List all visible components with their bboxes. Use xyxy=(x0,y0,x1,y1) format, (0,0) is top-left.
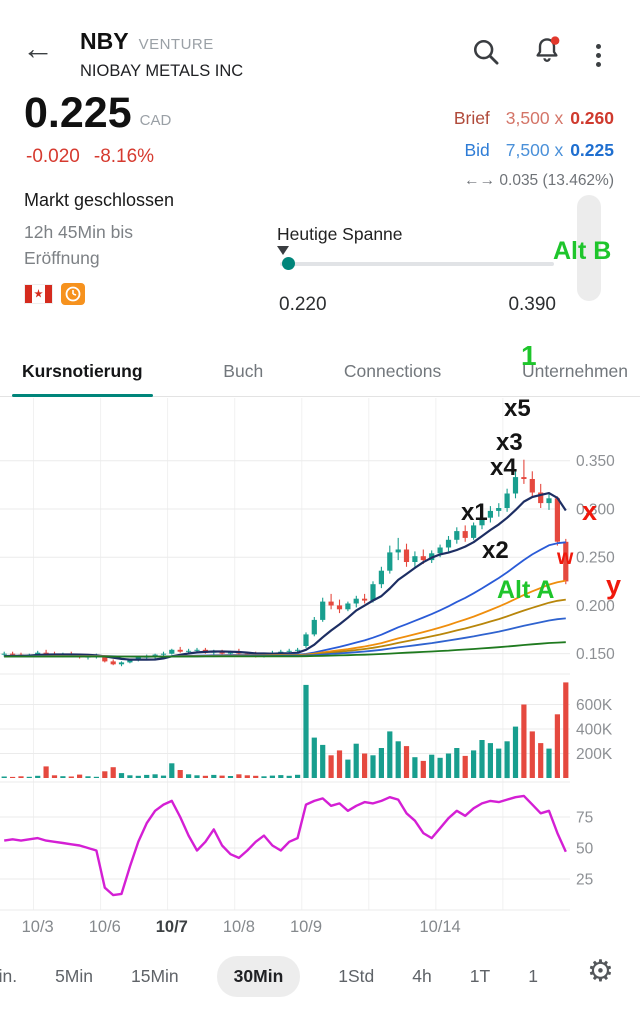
company-name: NIOBAY METALS INC xyxy=(80,62,244,80)
date-axis: 10/3 10/6 10/7 10/8 10/9 10/14 xyxy=(0,912,640,946)
spread-arrow-icon: ←→ xyxy=(464,172,496,189)
range-slider-thumb[interactable] xyxy=(281,257,295,270)
svg-text:25: 25 xyxy=(576,872,593,889)
overflow-menu-icon[interactable] xyxy=(596,40,601,71)
tab-label: Unternehmen xyxy=(521,361,628,381)
range-low-value: 0.220 xyxy=(279,294,327,315)
market-status-text: Markt geschlossen xyxy=(24,190,175,210)
svg-text:75: 75 xyxy=(576,810,593,827)
timeframe-4h[interactable]: 4h xyxy=(412,965,432,986)
date-label-10-7: 10/7 xyxy=(155,918,188,936)
tab-label: Kursnotierung xyxy=(22,361,143,381)
back-button[interactable]: ← xyxy=(22,30,54,66)
ask-label: Brief xyxy=(453,108,490,128)
timeframe-5min[interactable]: 5Min xyxy=(55,965,93,986)
currency-label: CAD xyxy=(139,112,172,130)
svg-text:200K: 200K xyxy=(576,746,613,763)
svg-text:0.250: 0.250 xyxy=(576,550,615,567)
bid-label: Bid xyxy=(464,140,490,160)
last-price: 0.225 xyxy=(24,89,132,137)
svg-text:0.350: 0.350 xyxy=(576,453,615,470)
notifications-bell-icon[interactable] xyxy=(532,35,562,70)
date-label-10-6: 10/6 xyxy=(88,918,121,936)
change-value: -0.020 xyxy=(26,146,80,167)
volume-bars xyxy=(1,682,569,779)
svg-text:0.200: 0.200 xyxy=(576,598,615,615)
notification-dot xyxy=(550,36,560,45)
date-label-10-3: 10/3 xyxy=(21,918,54,936)
axis-labels: 0.350 0.300 0.250 0.200 0.150 600K 400K 200K 75 5… xyxy=(576,453,615,888)
date-label-10-8: 10/8 xyxy=(222,918,255,936)
tab-kursnotierung[interactable]: Kursnotierung xyxy=(12,349,153,397)
market-icons xyxy=(24,283,85,305)
title-block: NBY VENTURE NIOBAY METALS INC xyxy=(80,28,243,81)
price-change: -0.020 -8.16% xyxy=(26,146,154,168)
market-status: Markt geschlossen 12h 45Min bis Eröffnun… xyxy=(24,190,174,271)
gridlines xyxy=(0,398,570,911)
tab-buch[interactable]: Buch xyxy=(221,349,265,396)
bid-price: 0.225 xyxy=(570,140,614,160)
change-percent: -8.16% xyxy=(93,146,155,167)
tab-connections[interactable]: Connections xyxy=(342,349,443,396)
active-tab-underline xyxy=(12,393,153,397)
scrollbar-thumb[interactable] xyxy=(577,195,601,301)
ma-overlays xyxy=(4,491,567,661)
svg-text:400K: 400K xyxy=(576,722,613,739)
timeframe-1t[interactable]: 1T xyxy=(469,965,491,986)
symbol: NBY xyxy=(80,28,129,54)
market-hours-clock-icon xyxy=(61,283,85,305)
canada-flag-icon xyxy=(24,284,53,304)
tab-label: Buch xyxy=(223,361,264,381)
timeframe-bar: Min. 5Min 15Min 30Min 1Std 4h 1T 1 xyxy=(0,950,640,1002)
bid-quantity: 7,500 x xyxy=(505,140,564,160)
timeframe-1std[interactable]: 1Std xyxy=(338,965,375,986)
ask-price: 0.260 xyxy=(570,108,614,128)
exchange-label: VENTURE xyxy=(138,36,214,53)
rsi-line xyxy=(4,794,567,897)
svg-text:0.300: 0.300 xyxy=(576,502,615,519)
countdown-line1: 12h 45Min bis xyxy=(24,222,133,242)
todays-range-label: Heutige Spanne xyxy=(277,224,403,244)
price-chart[interactable]: 0.350 0.300 0.250 0.200 0.150 600K 400K 200K 75 5… xyxy=(0,398,640,912)
range-slider-track[interactable] xyxy=(280,262,554,266)
price-row: 0.225 CAD xyxy=(24,89,172,137)
timeframe-1[interactable]: 1 xyxy=(528,965,538,986)
countdown-line2: Eröffnung xyxy=(24,248,100,268)
svg-text:50: 50 xyxy=(576,841,594,858)
tab-unternehmen[interactable]: Unternehmen xyxy=(520,349,630,396)
ask-row: Brief 3,500 x 0.260 xyxy=(330,108,614,129)
search-icon[interactable] xyxy=(472,38,500,71)
tab-bar: Kursnotierung Buch Connections Unternehmen xyxy=(0,350,640,397)
date-label-10-9: 10/9 xyxy=(289,918,323,936)
date-label-10-14: 10/14 xyxy=(419,918,461,936)
bid-row: Bid 7,500 x 0.225 xyxy=(330,140,615,161)
spread-value: 0.035 (13.462%) xyxy=(499,172,614,189)
settings-gear-icon[interactable]: ⚙ xyxy=(581,954,614,989)
svg-text:600K: 600K xyxy=(576,697,613,714)
slider-pointer-icon xyxy=(277,246,289,255)
ask-bid-block: Brief 3,500 x 0.260 Bid 7,500 x 0.225 ←→… xyxy=(330,108,614,190)
timeframe-15min[interactable]: 15Min xyxy=(131,965,179,986)
timeframe-min.[interactable]: Min. xyxy=(0,965,18,986)
range-high-value: 0.390 xyxy=(508,294,556,315)
ask-quantity: 3,500 x xyxy=(505,108,564,128)
spread-row: ←→ 0.035 (13.462%) xyxy=(330,172,614,190)
timeframe-30min[interactable]: 30Min xyxy=(216,955,301,997)
svg-text:0.150: 0.150 xyxy=(576,646,615,663)
tab-label: Connections xyxy=(343,361,442,381)
